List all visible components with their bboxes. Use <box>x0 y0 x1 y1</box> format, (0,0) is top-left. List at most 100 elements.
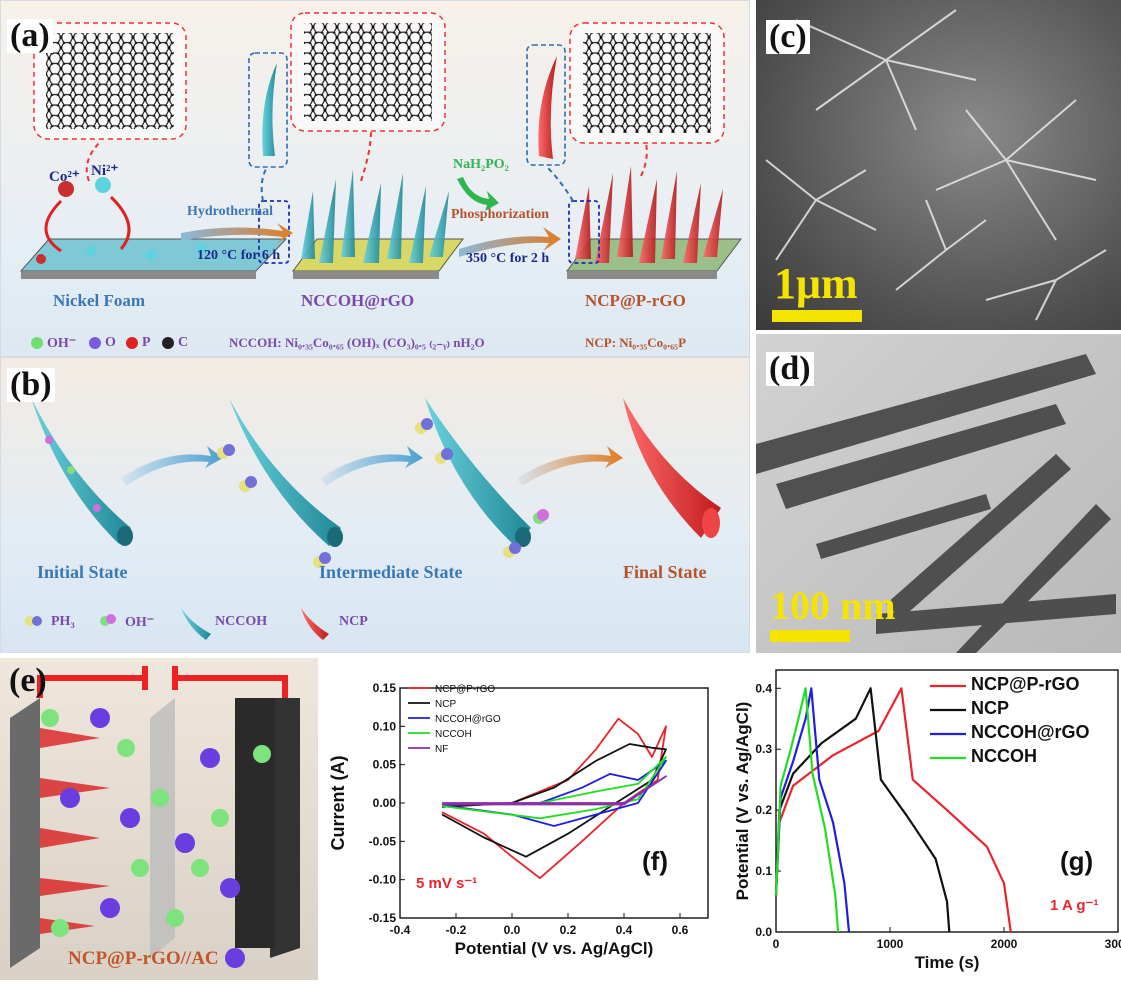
panel-c-scale-label: 1μm <box>774 259 858 308</box>
final-nanotip <box>623 398 721 538</box>
series-line-nf <box>442 775 667 806</box>
y-tick-label: 0.00 <box>373 796 397 810</box>
x-tick-label: 0 <box>773 937 780 951</box>
oh-legend-dot <box>31 337 43 349</box>
ion-arrow-right <box>109 195 131 250</box>
o-legend-dot <box>89 337 101 349</box>
ncp-legend-icon <box>301 608 329 640</box>
panel-c-scale-bar <box>772 310 862 322</box>
intermediate-nanotip-1 <box>229 398 341 546</box>
legend-label: NCP <box>435 699 456 710</box>
y-tick-label: 0.4 <box>755 681 772 695</box>
panel-b-illustration <box>25 398 721 640</box>
series-line-ncp <box>774 687 951 933</box>
substrate-edge-3 <box>567 271 717 279</box>
intermediate-nanotip-2 <box>425 398 531 546</box>
tip-end <box>327 527 343 547</box>
y-tick-label: -0.05 <box>369 834 397 848</box>
tip-end <box>702 508 720 538</box>
panel-b-label: (b) <box>7 368 55 402</box>
panel-d-tem-image: (d) 100 nm <box>756 334 1121 653</box>
transition-arrow-2 <box>321 446 423 486</box>
series-line-nccoh-rgo <box>441 759 667 827</box>
ph3-legend-icon <box>25 616 35 626</box>
connector-5 <box>545 165 574 202</box>
y-tick-label: 0.05 <box>373 758 397 772</box>
legend-nccoh: NCCOH <box>215 614 268 629</box>
electrolyte-ions <box>41 708 271 968</box>
foam-ion <box>36 254 46 264</box>
co-ion-label: Co²⁺ <box>49 169 80 185</box>
legend-c: C <box>178 335 189 350</box>
connector-4 <box>260 166 268 202</box>
device-illustration <box>10 666 300 968</box>
panel-d-label: (d) <box>766 352 814 386</box>
foam-ion <box>146 250 156 260</box>
phosphorization-arrow <box>459 227 561 257</box>
final-state-label: Final State <box>623 562 707 582</box>
hydrothermal-condition: 120 °C for 6 h <box>197 248 281 263</box>
connector-2 <box>360 130 372 182</box>
series-line-nccoh <box>774 687 840 933</box>
hydrothermal-arrow <box>181 223 293 243</box>
y-tick-label: 0.1 <box>755 864 772 878</box>
y-tick-label: 0.3 <box>755 742 772 756</box>
x-tick-label: -0.4 <box>390 923 411 937</box>
panel-g-gcd-chart: 0 1000 2000 3000 0.0 0.1 0.2 0.3 0.4 Time (s) Pote… <box>722 660 1121 980</box>
x-tick-label: 0.6 <box>672 923 689 937</box>
p-legend-dot <box>126 337 138 349</box>
x-tick-label: 0.2 <box>560 923 577 937</box>
panel-a-label: (a) <box>7 19 53 53</box>
separator <box>150 698 175 958</box>
series-line-ncp-p-rgo <box>441 717 667 879</box>
x-tick-label: -0.2 <box>446 923 467 937</box>
substrate-edge-1 <box>21 271 256 279</box>
ni-ion <box>95 177 111 193</box>
panel-d-scale-label: 100 nm <box>770 583 896 628</box>
panel-a-illustration <box>19 12 742 349</box>
reagent-label: NaH₂PO₂ <box>453 157 509 172</box>
legend-ph3: PH₃ <box>51 614 75 629</box>
series-line-ncp-p-rgo <box>774 687 1012 933</box>
connector-1 <box>85 140 102 182</box>
ncp-tips-array <box>40 728 110 934</box>
chart-annotation: 1 A g⁻¹ <box>1050 897 1098 914</box>
ncp-nanotip <box>538 56 557 159</box>
graphene-lattice-3 <box>583 33 711 133</box>
x-tick-label: 1000 <box>877 937 904 951</box>
connector-3 <box>640 142 648 177</box>
foam-ion <box>86 246 96 256</box>
transition-arrow-1 <box>121 446 223 486</box>
right-electrode-ac <box>270 698 300 958</box>
series-line-nccoh <box>441 756 667 820</box>
chart-panel-label: (g) <box>1060 846 1093 876</box>
legend-label: NCCOH <box>435 729 472 740</box>
x-tick-label: 2000 <box>991 937 1018 951</box>
intermediate-state-label: Intermediate State <box>319 562 463 582</box>
panel-d-scale-bar <box>770 630 850 642</box>
tip-end <box>515 527 531 547</box>
y-axis-label: Current (A) <box>328 756 348 851</box>
phosphorization-label: Phosphorization <box>451 207 550 222</box>
panel-c-sem-image: (c) 1μm <box>756 0 1121 330</box>
chart-annotation: 5 mV s⁻¹ <box>416 875 477 892</box>
chart-panel-label: (f) <box>642 846 668 876</box>
panel-a-schematic: (a) Co²⁺ Ni²⁺ Hydrothermal 120 °C for 6 … <box>0 0 750 357</box>
x-axis-label: Time (s) <box>915 953 980 972</box>
ncp-array <box>575 166 723 263</box>
y-tick-label: -0.15 <box>369 911 397 925</box>
tip-end <box>117 526 133 546</box>
panel-b-schematic: (b) Initial State Intermediate State Fin… <box>0 357 750 653</box>
legend-ncp: NCP <box>339 614 368 629</box>
y-axis-label: Potential (V vs. Ag/AgCl) <box>733 702 752 901</box>
y-tick-label: 0.10 <box>373 719 397 733</box>
y-tick-label: 0.2 <box>755 803 772 817</box>
c-legend-dot <box>162 337 174 349</box>
y-tick-label: -0.10 <box>369 873 397 887</box>
panel-e-device: (e) NCP@P-rGO//AC <box>0 658 318 980</box>
legend-o: O <box>105 335 116 350</box>
legend-p: P <box>142 335 151 350</box>
co-ion <box>58 181 74 197</box>
y-tick-label: 0.0 <box>755 925 772 939</box>
stage-ncp-prgo: NCP@P-rGO <box>585 291 686 310</box>
